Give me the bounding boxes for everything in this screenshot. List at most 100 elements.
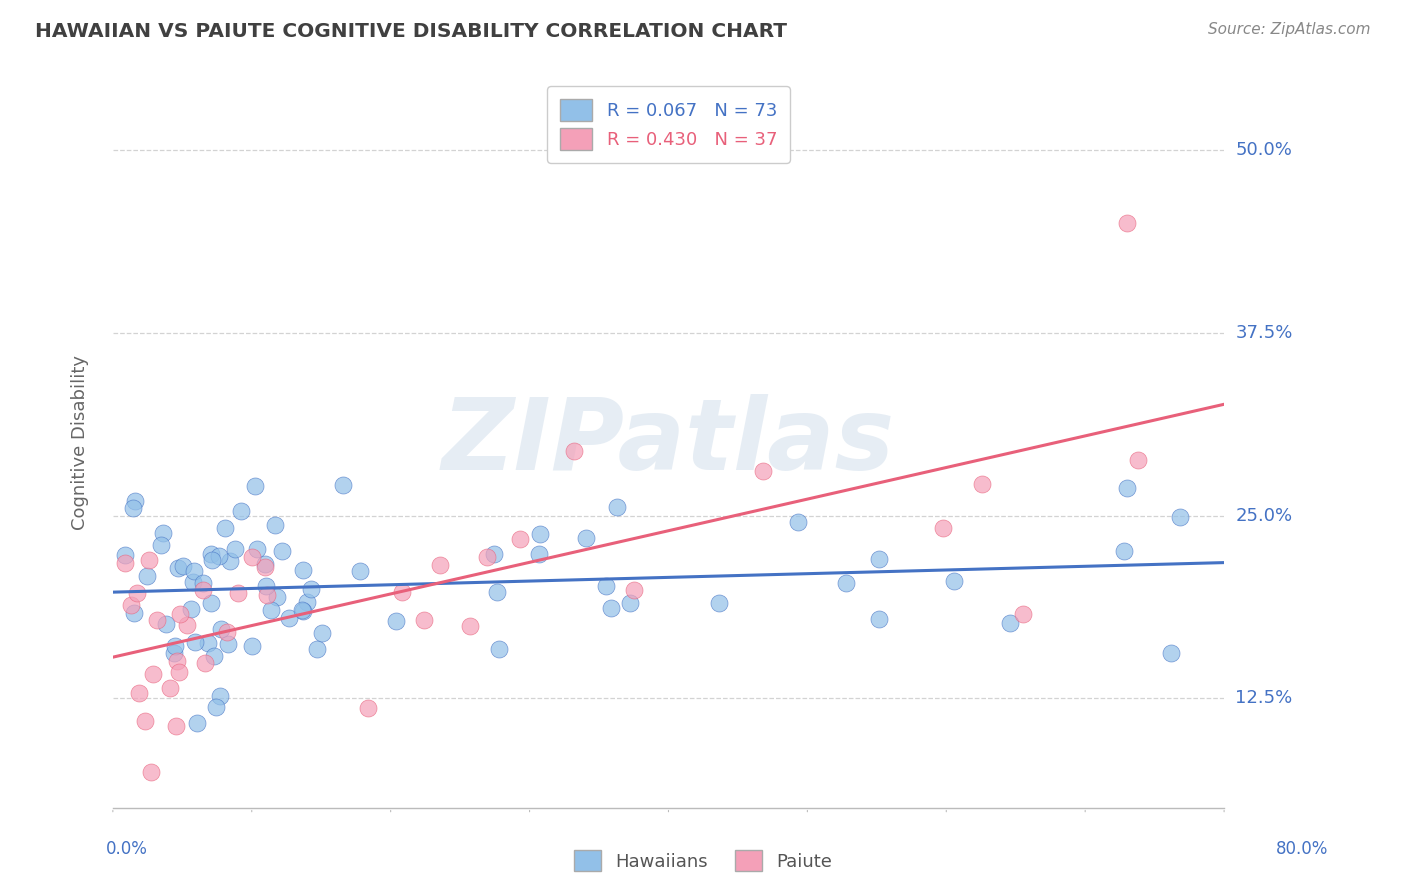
Point bbox=[142, 667, 165, 681]
Point bbox=[932, 521, 955, 535]
Point bbox=[163, 646, 186, 660]
Point bbox=[256, 588, 278, 602]
Point bbox=[240, 640, 263, 654]
Point bbox=[208, 549, 231, 563]
Point bbox=[527, 547, 550, 561]
Point bbox=[291, 602, 314, 616]
Point bbox=[200, 547, 222, 561]
Point bbox=[260, 603, 283, 617]
Y-axis label: Cognitive Disability: Cognitive Disability bbox=[72, 355, 89, 530]
Point bbox=[619, 596, 641, 610]
Point bbox=[332, 477, 354, 491]
Point bbox=[752, 464, 775, 478]
Point bbox=[263, 517, 285, 532]
Point bbox=[202, 648, 225, 663]
Point bbox=[183, 564, 205, 578]
Point bbox=[167, 665, 190, 680]
Point bbox=[299, 582, 322, 596]
Point bbox=[458, 619, 481, 633]
Point bbox=[266, 590, 288, 604]
Point bbox=[214, 521, 236, 535]
Point bbox=[391, 585, 413, 599]
Point bbox=[209, 622, 232, 636]
Point bbox=[155, 616, 177, 631]
Point bbox=[477, 550, 499, 565]
Point bbox=[970, 476, 993, 491]
Point bbox=[176, 618, 198, 632]
Point bbox=[183, 575, 205, 590]
Point bbox=[139, 765, 162, 780]
Point bbox=[270, 544, 292, 558]
Point bbox=[943, 574, 966, 589]
Point bbox=[138, 553, 160, 567]
Point bbox=[429, 558, 451, 572]
Point bbox=[311, 625, 333, 640]
Point bbox=[292, 563, 315, 577]
Point bbox=[243, 479, 266, 493]
Point bbox=[125, 585, 148, 599]
Point bbox=[240, 549, 263, 564]
Point bbox=[1126, 453, 1149, 467]
Point bbox=[166, 654, 188, 668]
Point bbox=[254, 579, 277, 593]
Point bbox=[186, 716, 208, 731]
Point bbox=[253, 558, 276, 572]
Text: ZIPatlas: ZIPatlas bbox=[441, 394, 896, 491]
Point bbox=[834, 575, 856, 590]
Text: 25.0%: 25.0% bbox=[1236, 507, 1292, 524]
Point bbox=[165, 639, 187, 653]
Text: 50.0%: 50.0% bbox=[1236, 142, 1292, 160]
Point bbox=[135, 569, 157, 583]
Point bbox=[169, 607, 191, 621]
Point bbox=[128, 686, 150, 700]
Point bbox=[246, 542, 269, 557]
Point bbox=[180, 602, 202, 616]
Point bbox=[150, 538, 173, 552]
Point bbox=[124, 494, 146, 508]
Legend: R = 0.067   N = 73, R = 0.430   N = 37: R = 0.067 N = 73, R = 0.430 N = 37 bbox=[547, 87, 790, 163]
Point bbox=[412, 613, 434, 627]
Point bbox=[1160, 646, 1182, 660]
Point bbox=[787, 515, 810, 529]
Point bbox=[1012, 607, 1035, 621]
Point bbox=[574, 532, 596, 546]
Point bbox=[482, 547, 505, 561]
Point bbox=[165, 719, 187, 733]
Point bbox=[297, 595, 319, 609]
Point bbox=[486, 585, 509, 599]
Point bbox=[152, 525, 174, 540]
Point bbox=[159, 681, 181, 696]
Point bbox=[226, 586, 249, 600]
Point bbox=[197, 636, 219, 650]
Point bbox=[868, 612, 890, 626]
Point bbox=[562, 444, 585, 458]
Point bbox=[184, 635, 207, 649]
Point bbox=[1168, 510, 1191, 524]
Point bbox=[166, 560, 188, 574]
Point bbox=[201, 553, 224, 567]
Legend: Hawaiians, Paiute: Hawaiians, Paiute bbox=[567, 843, 839, 879]
Point bbox=[219, 554, 242, 568]
Point bbox=[194, 656, 217, 670]
Text: 37.5%: 37.5% bbox=[1236, 324, 1292, 342]
Point bbox=[209, 689, 232, 703]
Point bbox=[1115, 481, 1137, 495]
Point bbox=[172, 559, 194, 574]
Text: 12.5%: 12.5% bbox=[1236, 690, 1292, 707]
Point bbox=[277, 610, 299, 624]
Point bbox=[191, 576, 214, 591]
Point bbox=[998, 615, 1021, 630]
Point bbox=[529, 527, 551, 541]
Point bbox=[385, 614, 408, 628]
Point bbox=[1112, 543, 1135, 558]
Point bbox=[254, 559, 277, 574]
Point bbox=[600, 601, 623, 615]
Point bbox=[122, 501, 145, 516]
Point bbox=[606, 500, 628, 515]
Point bbox=[229, 504, 252, 518]
Point bbox=[488, 641, 510, 656]
Point bbox=[305, 642, 328, 657]
Point bbox=[114, 548, 136, 562]
Point bbox=[191, 582, 214, 597]
Point bbox=[357, 700, 380, 714]
